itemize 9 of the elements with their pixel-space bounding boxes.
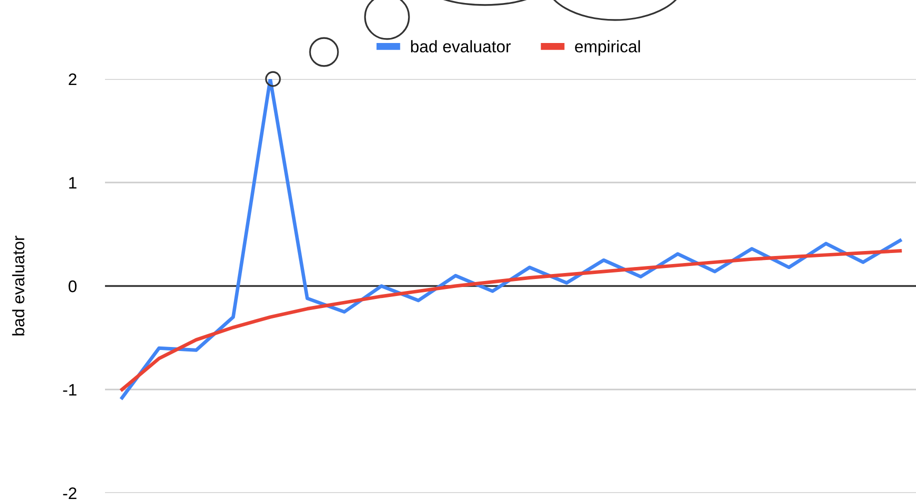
line-series <box>120 249 902 392</box>
y-tick-label: -1 <box>63 384 76 396</box>
y-tick-label: -2 <box>63 487 76 500</box>
y-tick-label: 1 <box>69 177 76 189</box>
legend-label: bad evaluator <box>411 40 511 52</box>
y-tick-label: 2 <box>68 73 76 86</box>
legend-label: empirical <box>575 40 640 56</box>
y-tick-label: 0 <box>68 280 77 292</box>
y-axis-title: bad evaluator <box>12 236 24 336</box>
